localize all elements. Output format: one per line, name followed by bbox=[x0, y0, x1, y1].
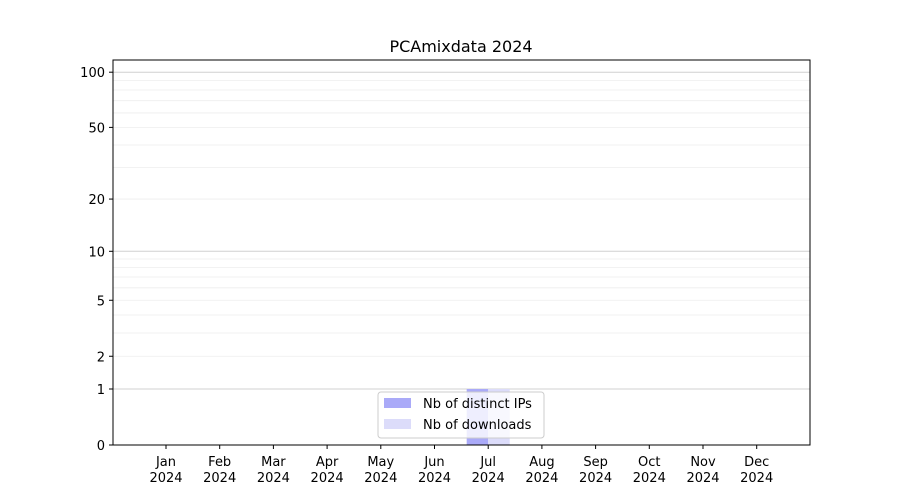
y-tick-label: 20 bbox=[88, 193, 105, 208]
x-tick-label: 2024 bbox=[633, 471, 666, 486]
x-tick-label: 2024 bbox=[418, 471, 451, 486]
x-tick-label: Aug bbox=[529, 455, 554, 470]
y-tick-label: 0 bbox=[97, 439, 105, 454]
x-tick-label: Feb bbox=[208, 455, 231, 470]
y-tick-label: 5 bbox=[97, 294, 105, 309]
x-tick-label: Dec bbox=[744, 455, 769, 470]
x-tick-label: Jan bbox=[155, 455, 176, 470]
legend-box bbox=[377, 391, 545, 439]
legend-label: Nb of downloads bbox=[423, 418, 532, 433]
x-tick-label: Oct bbox=[638, 455, 660, 470]
x-tick-label: Sep bbox=[583, 455, 608, 470]
x-tick-label: 2024 bbox=[203, 471, 236, 486]
y-tick-label: 50 bbox=[88, 121, 105, 136]
x-tick-label: 2024 bbox=[472, 471, 505, 486]
x-tick-label: 2024 bbox=[740, 471, 773, 486]
legend: Nb of distinct IPs Nb of downloads bbox=[377, 391, 545, 439]
legend-swatch bbox=[384, 419, 411, 429]
chart-title: PCAmixdata 2024 bbox=[389, 37, 532, 56]
y-tick-label: 1 bbox=[97, 383, 105, 398]
x-tick-label: Apr bbox=[316, 455, 339, 470]
x-tick-label: Jul bbox=[479, 455, 496, 470]
x-tick-label: Nov bbox=[690, 455, 716, 470]
y-tick-label: 100 bbox=[80, 66, 105, 81]
y-tick-label: 10 bbox=[88, 245, 105, 260]
x-tick-label: Jun bbox=[423, 455, 444, 470]
x-tick-label: 2024 bbox=[364, 471, 397, 486]
x-tick-label: 2024 bbox=[149, 471, 182, 486]
x-tick-label: 2024 bbox=[686, 471, 719, 486]
x-tick-label: 2024 bbox=[257, 471, 290, 486]
legend-label: Nb of distinct IPs bbox=[423, 397, 532, 412]
y-tick-label: 2 bbox=[97, 350, 105, 365]
x-tick-label: 2024 bbox=[579, 471, 612, 486]
plot-frame bbox=[112, 59, 811, 446]
x-tick-label: Mar bbox=[261, 455, 286, 470]
legend-swatch bbox=[384, 398, 411, 408]
x-tick-label: 2024 bbox=[311, 471, 344, 486]
x-tick-label: 2024 bbox=[525, 471, 558, 486]
x-tick-label: May bbox=[367, 455, 394, 470]
